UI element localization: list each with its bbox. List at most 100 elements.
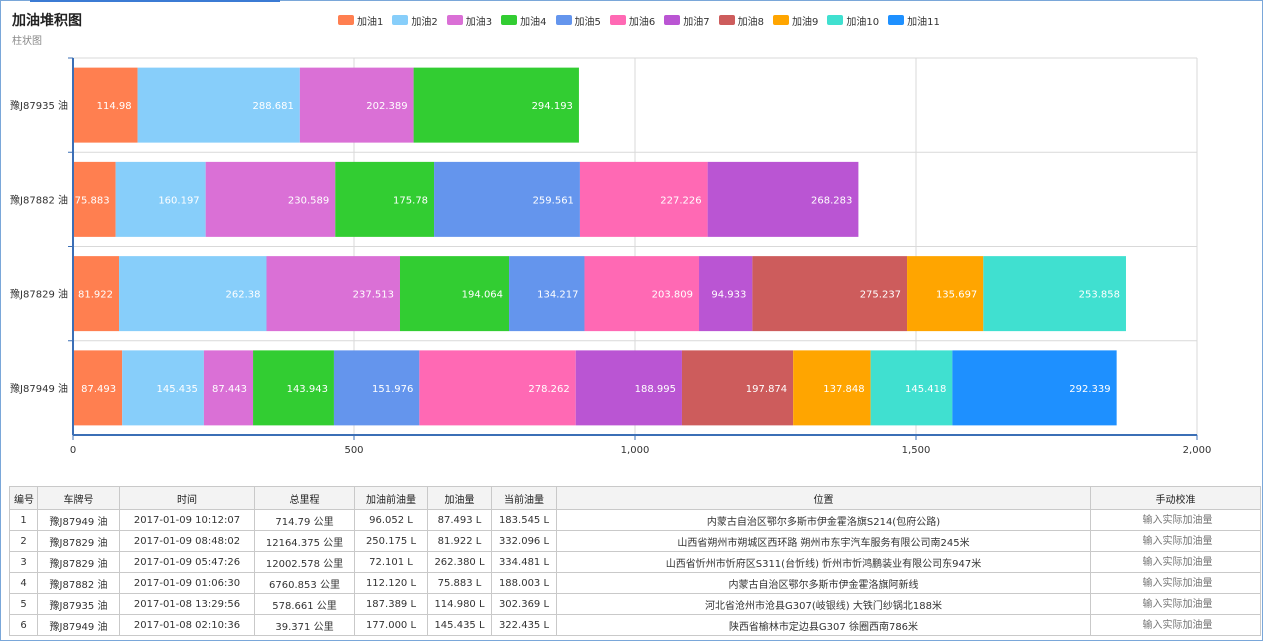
data-label: 87.443 (212, 384, 247, 395)
table-cell: 81.922 L (427, 530, 492, 552)
legend-item[interactable]: 加油10 (827, 13, 879, 28)
bar-segment (870, 350, 953, 426)
data-label: 275.237 (860, 290, 901, 301)
table-cell: 96.052 L (354, 509, 428, 531)
table-cell: 豫J87829 油 (37, 530, 120, 552)
legend-item[interactable]: 加油7 (664, 13, 710, 28)
actual-fuel-input[interactable] (1095, 534, 1260, 548)
data-label: 197.874 (746, 384, 787, 395)
table-cell: 6 (9, 614, 38, 636)
table-cell: 188.003 L (491, 572, 557, 594)
bar-segment (434, 161, 580, 237)
data-label: 288.681 (252, 101, 293, 112)
bar-segment (122, 350, 204, 426)
actual-fuel-input[interactable] (1095, 513, 1260, 527)
legend-item[interactable]: 加油11 (888, 13, 940, 28)
bar-segment (699, 256, 753, 332)
legend-item[interactable]: 加油3 (446, 13, 493, 28)
legend-label: 加油2 (411, 16, 438, 28)
manual-calibration-cell (1090, 593, 1261, 615)
manual-calibration-cell (1090, 530, 1261, 552)
table-cell: 112.120 L (354, 572, 428, 594)
legend-item[interactable]: 加油9 (773, 13, 818, 28)
legend-item[interactable]: 加油5 (555, 13, 601, 28)
legend-label: 加油9 (792, 16, 819, 28)
legend-swatch (718, 15, 735, 25)
bar-segment (983, 256, 1126, 332)
bar-segment (707, 161, 859, 237)
chart-legend: 加油1 加油2 加油3 加油4 加油5 加油6 加油7 加油8 加油9 加油10 加油11 (338, 12, 949, 28)
legend-item[interactable]: 加油8 (718, 13, 764, 28)
data-label: 253.858 (1079, 290, 1120, 301)
table-cell: 39.371 公里 (254, 614, 355, 636)
table-cell: 75.883 L (427, 572, 492, 594)
legend-label: 加油11 (907, 16, 940, 28)
actual-fuel-input[interactable] (1095, 618, 1260, 632)
table-cell: 322.435 L (491, 614, 557, 636)
data-label: 143.943 (287, 384, 328, 395)
table-cell: 177.000 L (354, 614, 428, 636)
actual-fuel-input[interactable] (1095, 597, 1260, 611)
table-cell: 6760.853 公里 (254, 572, 355, 594)
x-tick-label: 1,500 (902, 445, 931, 456)
chart-subtitle: 柱状图 (12, 36, 42, 47)
table-cell: 262.380 L (427, 551, 492, 573)
bar-segment (584, 256, 700, 332)
actual-fuel-input[interactable] (1095, 555, 1260, 569)
data-label: 151.976 (372, 384, 413, 395)
bar-segment (575, 350, 682, 426)
legend-swatch (773, 15, 789, 25)
x-tick-label: 500 (344, 445, 363, 456)
data-label: 87.493 (81, 384, 116, 395)
legend-swatch (338, 15, 354, 25)
table-cell: 332.096 L (491, 530, 557, 552)
table-cell: 72.101 L (354, 551, 428, 573)
table-cell: 山西省忻州市忻府区S311(台忻线) 忻州市忻鸿鹏装业有限公司东947米 (556, 551, 1091, 573)
table-cell: 2017-01-09 10:12:07 (119, 509, 255, 531)
bar-segment (509, 256, 585, 332)
table-row: 4 豫J87882 油 2017-01-09 01:06:30 6760.853 公里… (9, 572, 1261, 594)
bar-segment (266, 256, 400, 332)
legend-swatch (446, 15, 463, 25)
table-row: 6 豫J87949 油 2017-01-08 02:10:36 39.371 公里 17… (9, 614, 1261, 636)
legend-swatch (664, 15, 681, 25)
table-cell: 145.435 L (427, 614, 492, 636)
table-cell: 豫J87949 油 (37, 614, 120, 636)
table-cell: 山西省朔州市朔城区西环路 朔州市东宇汽车服务有限公司南245米 (556, 530, 1091, 552)
legend-label: 加油4 (520, 16, 547, 28)
table-body: 1 豫J87949 油 2017-01-09 10:12:07 714.79 公里 96… (9, 509, 1261, 636)
data-label: 75.883 (75, 195, 110, 206)
bar-segment (73, 256, 120, 332)
legend-swatch (609, 15, 626, 25)
legend-item[interactable]: 加油1 (338, 13, 383, 28)
data-label: 81.922 (78, 290, 113, 301)
legend-swatch (888, 15, 905, 25)
legend-swatch (392, 15, 409, 25)
table-cell: 250.175 L (354, 530, 428, 552)
data-label: 294.193 (532, 101, 573, 112)
legend-label: 加油10 (846, 16, 880, 28)
bar-segment (137, 67, 300, 143)
bar-segment (205, 161, 336, 237)
legend-swatch (827, 15, 844, 25)
table-cell: 陕西省榆林市定边县G307 徐圈西南786米 (556, 614, 1091, 636)
data-label: 259.561 (533, 195, 574, 206)
legend-item[interactable]: 加油4 (501, 13, 547, 28)
table-row: 1 豫J87949 油 2017-01-09 10:12:07 714.79 公里 96… (9, 509, 1261, 531)
y-tick-label: 豫J87949 油 (10, 382, 68, 395)
table-cell: 114.980 L (427, 593, 492, 615)
actual-fuel-input[interactable] (1095, 576, 1260, 590)
data-label: 278.262 (528, 384, 569, 395)
y-tick-label: 豫J87829 油 (10, 288, 68, 301)
legend-item[interactable]: 加油2 (392, 13, 438, 28)
panel-accent (30, 0, 280, 2)
data-label: 134.217 (537, 290, 578, 301)
bar-segment (115, 161, 206, 237)
column-header: 手动校准 (1090, 486, 1261, 510)
bar-segment (399, 256, 510, 332)
data-label: 145.418 (905, 384, 946, 395)
legend-item[interactable]: 加油6 (609, 13, 655, 28)
x-tick-label: 1,000 (621, 445, 650, 456)
legend-label: 加油3 (465, 16, 493, 28)
